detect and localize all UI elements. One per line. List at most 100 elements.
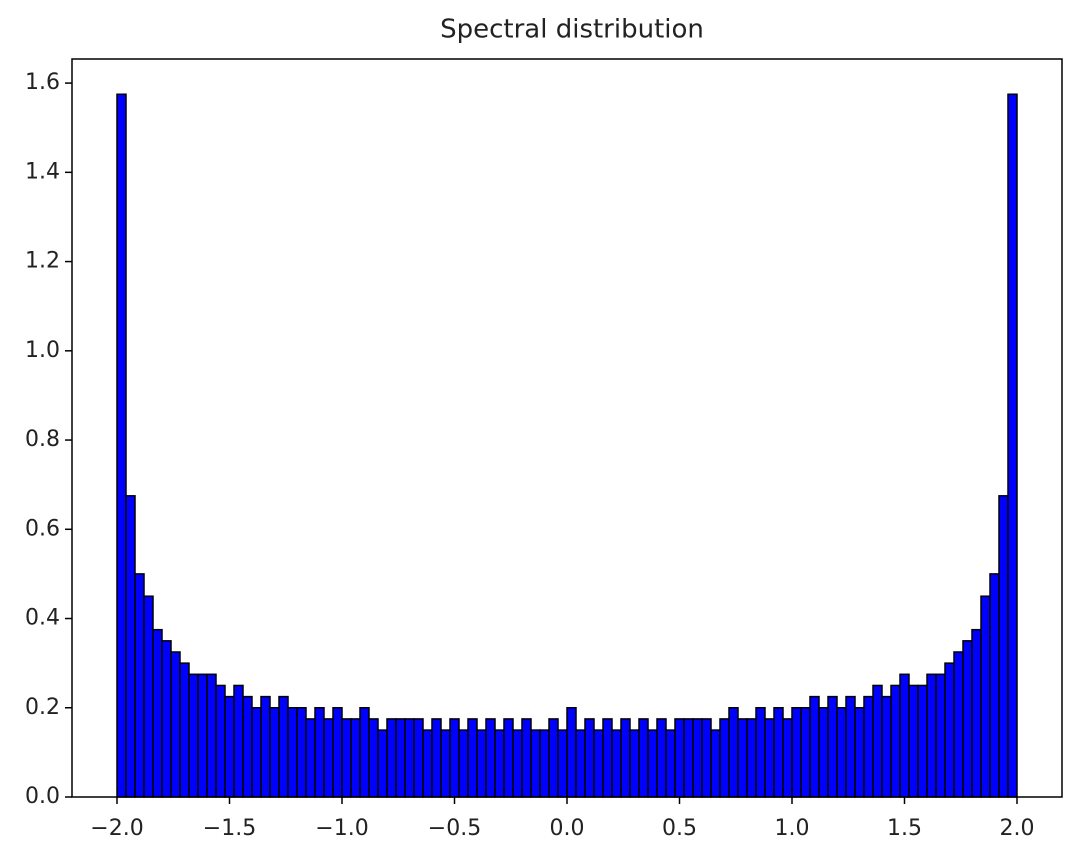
bar xyxy=(593,729,604,798)
bar xyxy=(746,718,757,798)
bar xyxy=(854,707,865,798)
bar xyxy=(566,707,577,798)
y-tick-label: 0.0 xyxy=(25,784,60,809)
bar xyxy=(971,628,982,798)
bar xyxy=(629,729,640,798)
bar xyxy=(611,729,622,798)
bar xyxy=(683,718,694,798)
bar xyxy=(881,695,892,798)
x-tick-label: 0.0 xyxy=(550,816,585,841)
chart-title: Spectral distribution xyxy=(440,15,704,45)
bar xyxy=(935,673,946,798)
x-tick-label: 1.0 xyxy=(775,816,810,841)
y-tick-label: 1.4 xyxy=(25,159,60,184)
bar xyxy=(773,707,784,798)
bar xyxy=(530,729,541,798)
bar xyxy=(674,718,685,798)
bar xyxy=(341,718,352,798)
bar xyxy=(134,573,145,798)
y-tick-label: 1.0 xyxy=(25,338,60,363)
bar xyxy=(791,707,802,798)
bar xyxy=(386,718,397,798)
bar xyxy=(917,684,928,798)
bar xyxy=(899,673,910,798)
x-tick-label: −1.0 xyxy=(315,816,368,841)
bar xyxy=(152,628,163,798)
bar xyxy=(197,673,208,798)
bar xyxy=(998,495,1009,798)
bar xyxy=(827,695,838,798)
bar xyxy=(251,707,262,798)
bar xyxy=(656,718,667,798)
bar xyxy=(926,673,937,798)
bar xyxy=(467,718,478,798)
bar xyxy=(458,729,469,798)
x-tick-label: −0.5 xyxy=(428,816,481,841)
bar xyxy=(332,707,343,798)
x-tick-label: 1.5 xyxy=(887,816,922,841)
bar xyxy=(494,729,505,798)
bar xyxy=(287,707,298,798)
bar xyxy=(161,640,172,798)
bar xyxy=(449,718,460,798)
bar xyxy=(953,651,964,798)
bar xyxy=(422,729,433,798)
bar xyxy=(989,573,1000,798)
bar xyxy=(701,718,712,798)
bar xyxy=(755,707,766,798)
bar xyxy=(242,695,253,798)
bar xyxy=(539,729,550,798)
bar xyxy=(845,695,856,798)
bar xyxy=(278,695,289,798)
bar xyxy=(116,93,127,798)
bar xyxy=(413,718,424,798)
bar xyxy=(143,595,154,798)
bar xyxy=(359,707,370,798)
bar xyxy=(368,718,379,798)
bar xyxy=(188,673,199,798)
bar xyxy=(440,729,451,798)
bar xyxy=(872,684,883,798)
bar xyxy=(944,662,955,798)
bar xyxy=(665,729,676,798)
bar xyxy=(521,718,532,798)
bar xyxy=(215,684,226,798)
y-tick-label: 0.4 xyxy=(25,606,60,631)
bar xyxy=(179,662,190,798)
bar xyxy=(404,718,415,798)
bar xyxy=(800,707,811,798)
bar xyxy=(395,718,406,798)
x-tick-label: 0.5 xyxy=(662,816,697,841)
bar xyxy=(305,718,316,798)
x-tick-label: −1.5 xyxy=(203,816,256,841)
bar xyxy=(710,729,721,798)
y-tick-label: 1.2 xyxy=(25,249,60,274)
y-tick-label: 0.8 xyxy=(25,427,60,452)
bar xyxy=(233,684,244,798)
bar xyxy=(260,695,271,798)
bar xyxy=(476,729,487,798)
bar xyxy=(719,718,730,798)
bar xyxy=(584,718,595,798)
bar xyxy=(647,729,658,798)
bar xyxy=(602,718,613,798)
bar xyxy=(809,695,820,798)
y-tick-label: 1.6 xyxy=(25,70,60,95)
bar xyxy=(323,718,334,798)
bar xyxy=(980,595,991,798)
bar xyxy=(503,718,514,798)
bar xyxy=(620,718,631,798)
x-tick-label: 2.0 xyxy=(1000,816,1035,841)
bar xyxy=(431,718,442,798)
bar xyxy=(962,640,973,798)
bar xyxy=(638,718,649,798)
bar xyxy=(314,707,325,798)
bar xyxy=(764,718,775,798)
bar xyxy=(206,673,217,798)
bar xyxy=(269,707,280,798)
y-tick-label: 0.6 xyxy=(25,516,60,541)
bar xyxy=(575,729,586,798)
bar xyxy=(296,707,307,798)
bar xyxy=(908,684,919,798)
bar xyxy=(782,718,793,798)
